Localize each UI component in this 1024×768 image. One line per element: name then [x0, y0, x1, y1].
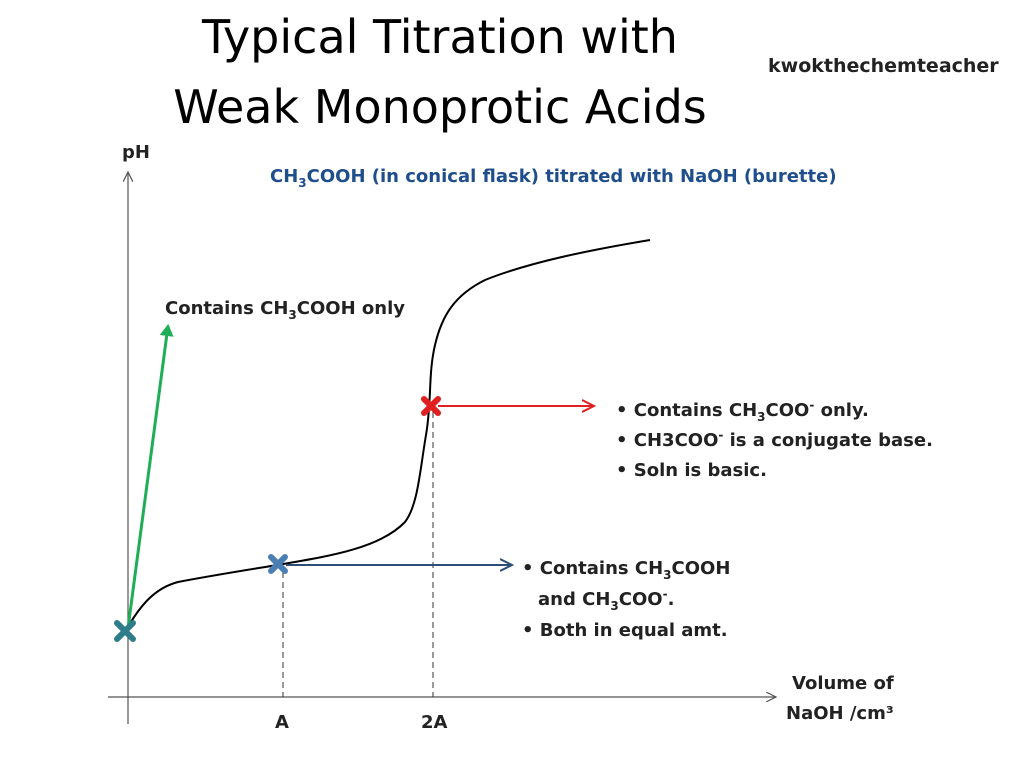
x-axis-label-line-2: NaOH /cm³ — [786, 703, 894, 724]
green-arrow — [126, 324, 174, 629]
titration-curve — [124, 239, 651, 633]
x-axis-label-line-1: Volume of — [792, 673, 894, 694]
svg-text:• Soln is basic.: • Soln is basic. — [616, 460, 767, 481]
annotation-equivalence: • Contains CH3COO- only. • CH3COO- is a … — [616, 398, 933, 481]
svg-text:and CH3COO-.: and CH3COO-. — [538, 587, 674, 613]
author-credit: kwokthechemteacher — [768, 55, 999, 77]
chart-subtitle: CH3COOH (in conical flask) titrated with… — [270, 166, 837, 190]
title-line-1: Typical Titration with — [202, 10, 678, 64]
svg-text:• Both in equal amt.: • Both in equal amt. — [522, 620, 728, 641]
start-point-marker — [114, 620, 136, 642]
x-tick-label-2a: 2A — [421, 712, 448, 733]
svg-text:• Contains CH3COOH: • Contains CH3COOH — [522, 558, 730, 582]
title-line-2: Weak Monoprotic Acids — [173, 80, 707, 134]
x-tick-label-a: A — [275, 712, 289, 733]
y-axis-label: pH — [122, 142, 150, 163]
annotation-half-equivalence: • Contains CH3COOH and CH3COO-. • Both i… — [522, 558, 730, 641]
equivalence-point-marker — [421, 396, 441, 416]
annotation-start: Contains CH3COOH only — [165, 298, 405, 322]
half-equivalence-marker — [268, 554, 288, 574]
svg-text:• Contains CH3COO- only.: • Contains CH3COO- only. — [616, 398, 869, 424]
svg-text:• CH3COO- is a conjugate base.: • CH3COO- is a conjugate base. — [616, 428, 933, 451]
page-title: Typical Titration with Weak Monoprotic A… — [0, 2, 880, 142]
